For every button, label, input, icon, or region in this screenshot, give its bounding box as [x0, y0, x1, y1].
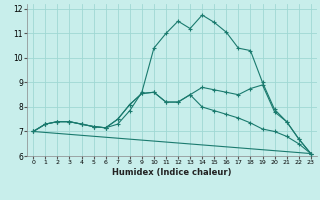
- X-axis label: Humidex (Indice chaleur): Humidex (Indice chaleur): [112, 168, 232, 177]
